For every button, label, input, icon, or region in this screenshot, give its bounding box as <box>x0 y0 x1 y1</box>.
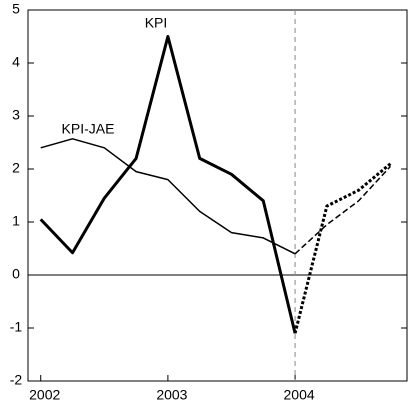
x-tick-label: 2002 <box>29 387 60 403</box>
y-tick-label: 3 <box>12 107 20 123</box>
x-tick-label: 2004 <box>284 387 315 403</box>
forecast-line <box>293 162 392 334</box>
y-tick-label: -1 <box>10 319 23 335</box>
series-annotation: KPI <box>145 15 168 31</box>
y-tick-label: -2 <box>10 372 23 388</box>
y-tick-label: 5 <box>12 1 20 17</box>
x-tick-label: 2003 <box>156 387 187 403</box>
series-line <box>40 138 296 255</box>
y-tick-label: 1 <box>12 213 20 229</box>
y-tick-label: 4 <box>12 54 20 70</box>
forecast-line <box>294 165 392 255</box>
series-line <box>39 35 297 334</box>
series-annotation: KPI-JAE <box>62 121 115 137</box>
y-tick-label: 2 <box>12 160 20 176</box>
y-tick-label: 0 <box>12 266 20 282</box>
plot-frame <box>27 9 408 382</box>
